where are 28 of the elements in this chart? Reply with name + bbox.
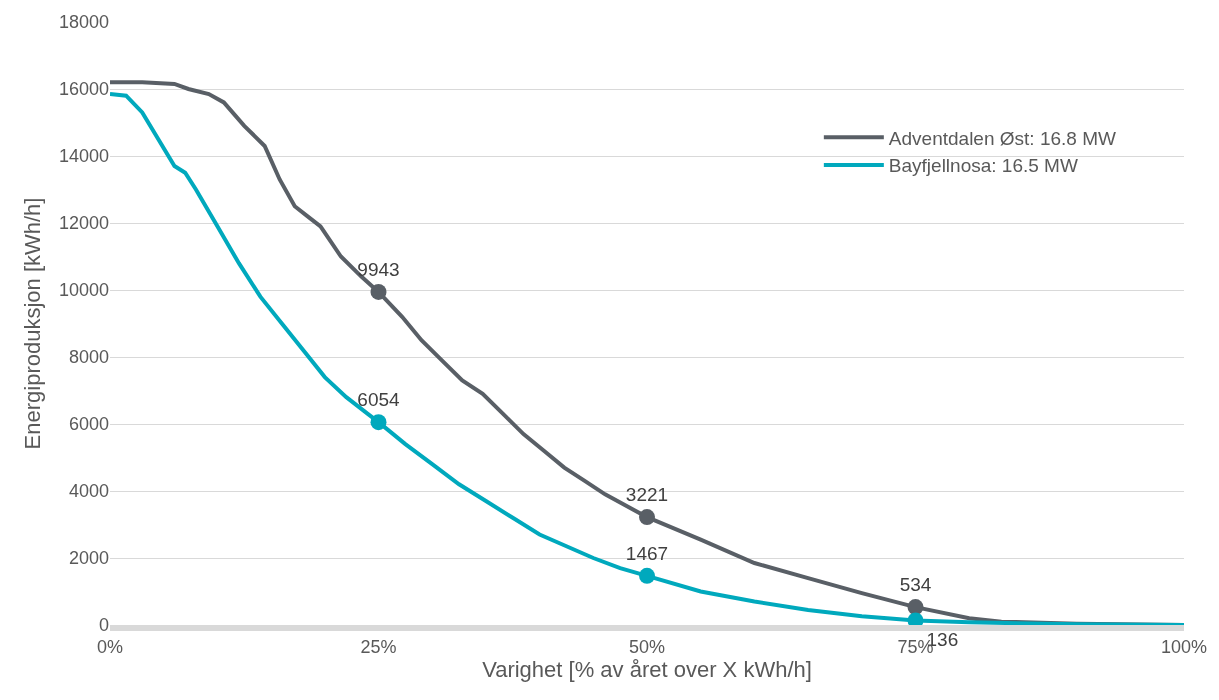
y-tick-label: 0 — [98, 615, 109, 636]
x-tick-label: 100% — [1160, 636, 1208, 657]
data-label: 9943 — [357, 259, 400, 281]
y-tick-label: 2000 — [68, 548, 109, 569]
y-tick-label: 6000 — [68, 414, 109, 435]
point — [370, 414, 387, 431]
y-tick-label: 10000 — [58, 280, 109, 301]
x-tick-label: 25% — [360, 636, 397, 657]
data-label: 3221 — [625, 484, 669, 506]
legend-label: Adventdalen Øst: 16.8 MW — [888, 127, 1116, 149]
y-axis-title: Energiproduksjon [kWh/h] — [19, 197, 45, 450]
point — [639, 567, 655, 584]
y-tick-label: 12000 — [58, 213, 109, 234]
data-label: 534 — [899, 574, 932, 596]
point — [370, 283, 387, 300]
y-tick-label: 14000 — [58, 146, 109, 167]
y-tick-label: 16000 — [58, 79, 109, 100]
x-tick-label: 0% — [96, 636, 124, 657]
legend-label: Bayfjellnosa: 16.5 MW — [888, 155, 1078, 177]
y-tick-label: 18000 — [58, 12, 109, 33]
x-tick-label: 50% — [628, 636, 666, 657]
data-label: 1467 — [625, 543, 669, 565]
x-axis-title: Varighet [% av året over X kWh/h] — [482, 657, 812, 682]
data-label: 6054 — [357, 389, 401, 411]
point — [639, 509, 655, 526]
y-tick-label: 8000 — [68, 347, 109, 368]
point — [907, 599, 924, 616]
y-tick-label: 4000 — [68, 481, 109, 502]
